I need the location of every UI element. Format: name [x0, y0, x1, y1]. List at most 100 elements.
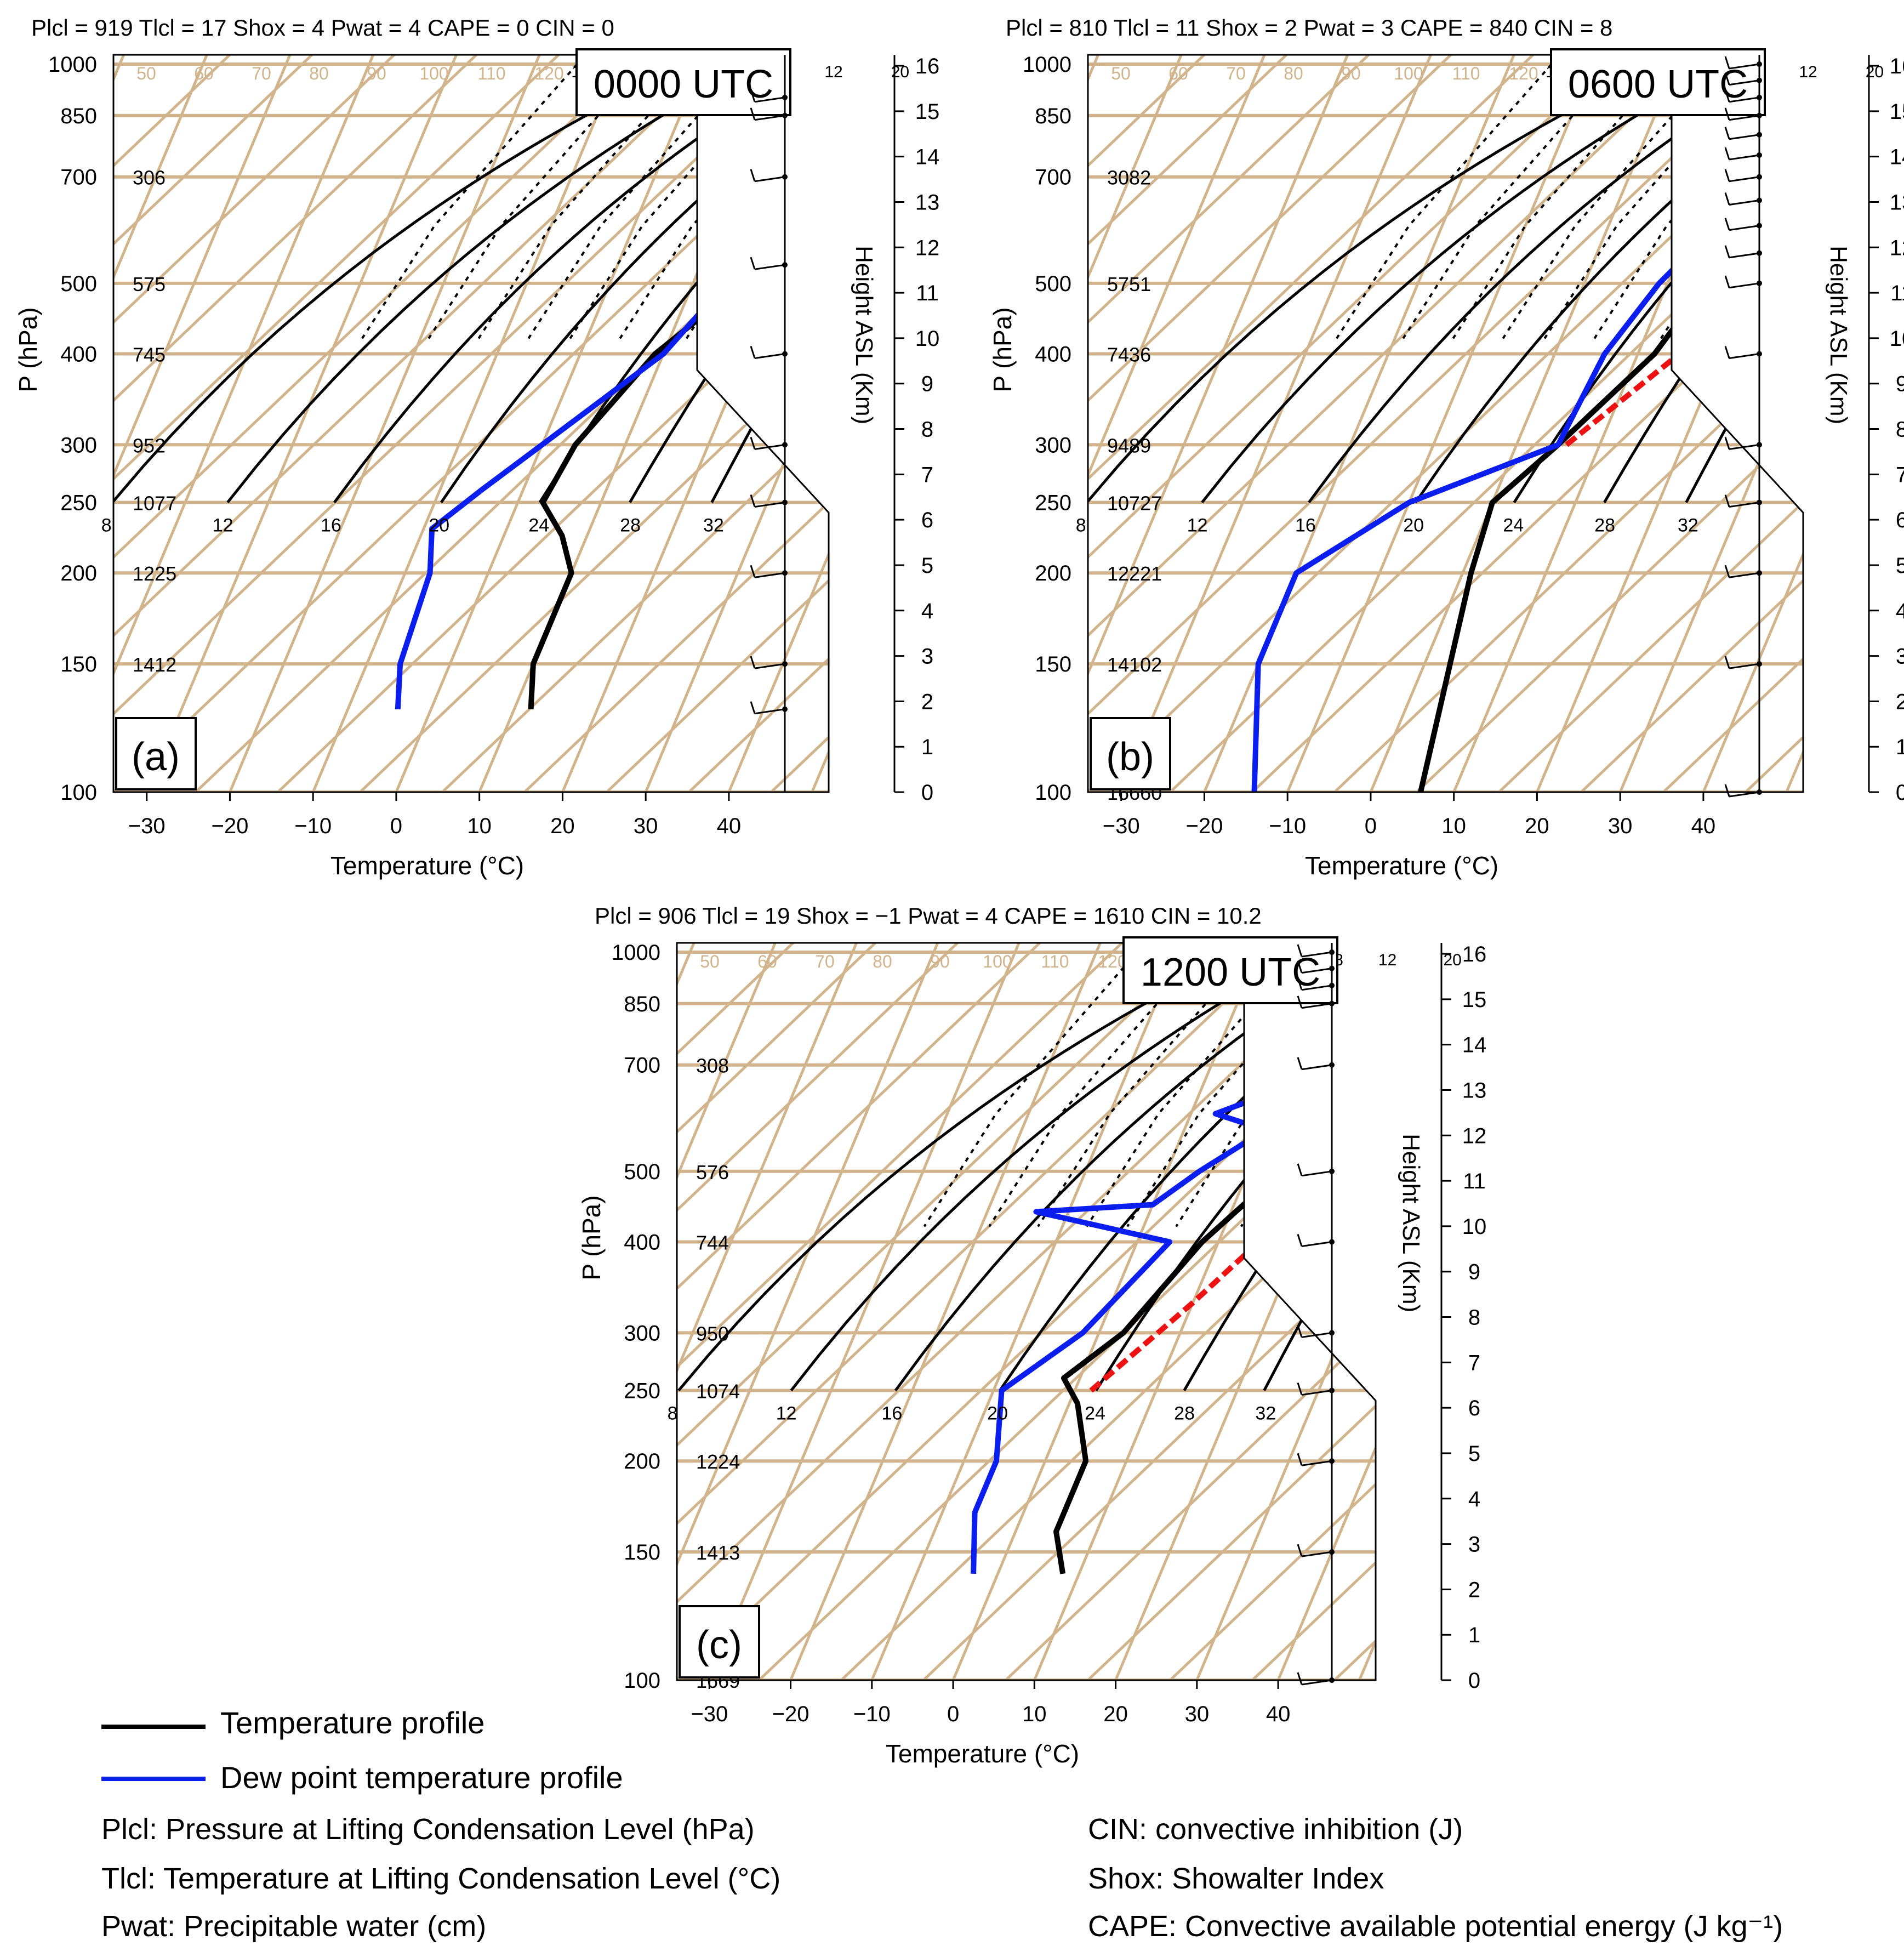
dry-adiabat-line — [677, 943, 959, 1680]
isotherm-label: 80 — [873, 952, 892, 971]
wind-barb-flag — [750, 701, 756, 714]
isotherm-label: 60 — [1168, 64, 1188, 83]
x-axis-label: Temperature (°C) — [886, 1739, 1079, 1768]
x-tick-label: −10 — [1269, 814, 1306, 838]
height-tick-label: 10 — [915, 327, 940, 351]
height-tick-label: 7 — [1896, 463, 1904, 487]
mixing-ratio-line — [477, 63, 694, 339]
pressure-tick-label: 250 — [1035, 491, 1071, 515]
x-tick-label: −30 — [1103, 814, 1140, 838]
height-label: 952 — [133, 434, 166, 457]
moist-adiabat-label: 32 — [703, 515, 724, 536]
wind-barb-shaft — [1729, 115, 1760, 121]
dry-adiabat-line — [677, 943, 1123, 1680]
isotherm-label: 120 — [1509, 64, 1538, 83]
isotherm-label: 60 — [757, 952, 777, 971]
height-tick-label: 15 — [1462, 988, 1487, 1012]
x-axis-label: Temperature (°C) — [330, 851, 524, 880]
isotherm-label: 90 — [367, 64, 386, 83]
dry-adiabat-line — [1088, 55, 1452, 792]
isotherm-label: 100 — [1394, 64, 1423, 83]
isotherm-line — [789, 943, 1102, 1680]
height-tick-label: 5 — [1468, 1442, 1480, 1466]
wind-barb-flag — [1724, 72, 1730, 86]
dry-adiabat-line — [1333, 55, 1803, 792]
isotherm-line — [622, 55, 932, 792]
isotherm-line — [113, 55, 375, 792]
isotherm-line — [1276, 943, 1376, 1680]
wind-barb-flag — [1724, 192, 1730, 205]
pressure-tick-label: 500 — [60, 272, 97, 296]
wind-barb-shaft — [1301, 968, 1332, 974]
pressure-tick-label: 850 — [624, 992, 660, 1016]
x-tick-label: 10 — [1441, 814, 1466, 838]
height-tick-label: 11 — [916, 281, 939, 305]
dry-adiabat-line — [1088, 55, 1781, 792]
pressure-tick-label: 150 — [1035, 652, 1071, 676]
definitions: Plcl: Pressure at Lifting Condensation L… — [101, 1813, 1783, 1943]
dry-adiabat-line — [441, 55, 829, 792]
x-tick-label: 20 — [1103, 1702, 1128, 1726]
wind-barb-flag — [1297, 995, 1303, 1009]
pressure-tick-label: 250 — [60, 491, 97, 515]
height-tick-label: 5 — [921, 554, 933, 578]
dry-adiabat-line — [113, 55, 477, 792]
isotherm-label: 120 — [1098, 952, 1127, 971]
height-tick-label: 9 — [1468, 1260, 1480, 1284]
isotherm-label: 90 — [1341, 64, 1361, 83]
wind-barb-shaft — [754, 663, 785, 669]
pressure-tick-label: 700 — [60, 166, 97, 190]
isotherm-label: 100 — [419, 64, 448, 83]
mixing-ratio-line — [1402, 63, 1619, 339]
moist-adiabat-label: 12 — [1187, 515, 1208, 536]
height-tick-label: 9 — [921, 372, 933, 396]
pressure-tick-label: 400 — [1035, 342, 1071, 366]
mixing-ratio-line — [1452, 63, 1669, 339]
wind-barb-shaft — [1729, 96, 1760, 103]
wind-barb-flag — [750, 89, 756, 103]
height-tick-label: 8 — [1468, 1306, 1480, 1330]
isotherm-line — [141, 943, 451, 1680]
wind-barb-flag — [1724, 656, 1730, 669]
wind-barb-shaft — [1729, 353, 1760, 359]
x-tick-label: −30 — [128, 814, 166, 838]
wind-barb-shaft — [1301, 1241, 1332, 1247]
isotherm-label: 120 — [534, 64, 563, 83]
legend: Temperature profile Dew point temperatur… — [101, 1705, 623, 1795]
isotherm-label: 80 — [309, 64, 329, 83]
moist-adiabat-label: 24 — [1085, 1403, 1105, 1424]
isotherm-line — [1088, 55, 1183, 792]
isotherm-line — [1286, 55, 1599, 792]
isotherm-line — [1702, 55, 1803, 792]
isotherm-label: 70 — [815, 952, 835, 971]
definition-cape: CAPE: Convective available potential ene… — [1088, 1910, 1783, 1943]
isotherm-line — [1033, 943, 1346, 1680]
height-tick-label: 4 — [921, 599, 933, 623]
height-label: 308 — [696, 1055, 729, 1077]
x-tick-label: 0 — [1365, 814, 1377, 838]
pressure-tick-label: 300 — [1035, 433, 1071, 457]
dry-adiabat-line — [606, 55, 829, 792]
isotherm-line — [677, 943, 777, 1680]
dry-adiabat-line — [1088, 55, 1616, 792]
x-tick-label: 40 — [1691, 814, 1716, 838]
mixing-ratio-line — [1502, 63, 1719, 339]
x-tick-label: −10 — [294, 814, 332, 838]
height-tick-label: 10 — [1890, 327, 1904, 351]
wind-barb-shaft — [754, 572, 785, 578]
isotherm-line — [395, 55, 708, 792]
height-tick-label: 11 — [1463, 1169, 1486, 1193]
moist-adiabat-label: 28 — [620, 515, 641, 536]
isotherm-line — [870, 943, 1183, 1680]
moist-adiabat-label: 20 — [987, 1403, 1008, 1424]
height-tick-label: 8 — [1896, 418, 1904, 442]
x-tick-label: 0 — [390, 814, 402, 838]
dry-adiabat-line — [195, 55, 829, 792]
plot-area — [622, 55, 1803, 792]
panel-label: (b) — [1106, 735, 1154, 779]
height-tick-label: 13 — [1890, 190, 1904, 214]
height-label: 10727 — [1107, 492, 1162, 515]
moist-adiabat-label: 32 — [1255, 1403, 1276, 1424]
y-axis-label: P (hPa) — [988, 307, 1017, 392]
